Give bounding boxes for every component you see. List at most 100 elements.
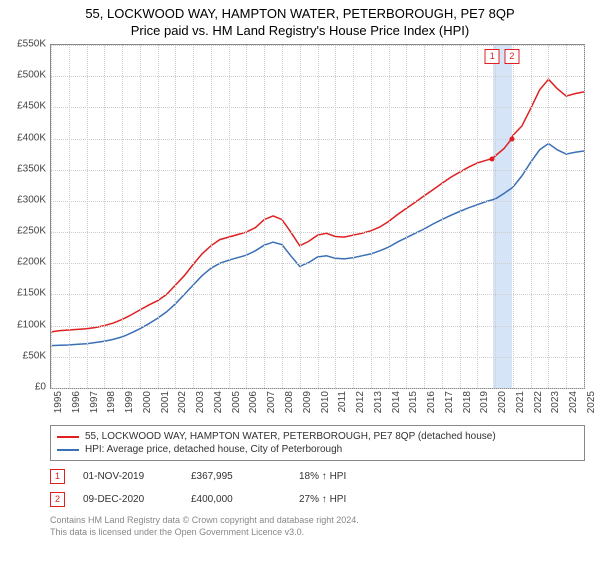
x-tick-label: 2008 — [284, 391, 295, 413]
event-row: 1 01-NOV-2019 £367,995 18% ↑ HPI — [50, 465, 585, 488]
x-tick-label: 2017 — [444, 391, 455, 413]
x-tick-label: 2006 — [248, 391, 259, 413]
x-tick-label: 2002 — [177, 391, 188, 413]
legend-swatch — [57, 449, 79, 451]
event-row: 2 09-DEC-2020 £400,000 27% ↑ HPI — [50, 488, 585, 511]
x-tick-label: 2009 — [302, 391, 313, 413]
event-number-badge: 2 — [50, 492, 65, 507]
x-tick-label: 1997 — [89, 391, 100, 413]
x-tick-label: 2024 — [568, 391, 579, 413]
x-tick-label: 2013 — [373, 391, 384, 413]
y-tick-label: £300K — [17, 194, 46, 205]
sale-events: 1 01-NOV-2019 £367,995 18% ↑ HPI 2 09-DEC-202… — [50, 465, 585, 511]
gridline-vertical — [424, 45, 425, 388]
gridline-vertical — [318, 45, 319, 388]
y-tick-label: £450K — [17, 101, 46, 112]
legend: 55, LOCKWOOD WAY, HAMPTON WATER, PETERBO… — [50, 425, 585, 461]
gridline-vertical — [175, 45, 176, 388]
y-tick-label: £150K — [17, 288, 46, 299]
x-tick-label: 2020 — [497, 391, 508, 413]
legend-item: 55, LOCKWOOD WAY, HAMPTON WATER, PETERBO… — [57, 430, 578, 443]
y-tick-label: £250K — [17, 226, 46, 237]
footer-line-2: This data is licensed under the Open Gov… — [50, 527, 585, 539]
gridline-vertical — [335, 45, 336, 388]
event-date: 09-DEC-2020 — [83, 494, 173, 505]
y-tick-label: £500K — [17, 70, 46, 81]
x-tick-label: 2010 — [320, 391, 331, 413]
footer-attribution: Contains HM Land Registry data © Crown c… — [50, 515, 585, 538]
gridline-vertical — [495, 45, 496, 388]
gridline-vertical — [51, 45, 52, 388]
y-tick-label: £200K — [17, 257, 46, 268]
x-tick-label: 2005 — [231, 391, 242, 413]
gridline-vertical — [282, 45, 283, 388]
event-delta: 18% ↑ HPI — [299, 471, 389, 482]
gridline-vertical — [548, 45, 549, 388]
x-tick-label: 2011 — [337, 391, 348, 413]
x-tick-label: 2016 — [426, 391, 437, 413]
chart-plot-area: 12 — [50, 44, 585, 389]
title-main: 55, LOCKWOOD WAY, HAMPTON WATER, PETERBO… — [0, 6, 600, 21]
x-tick-label: 2021 — [515, 391, 526, 413]
gridline-vertical — [246, 45, 247, 388]
x-tick-label: 1995 — [53, 391, 64, 413]
y-tick-label: £550K — [17, 39, 46, 50]
y-tick-label: £350K — [17, 163, 46, 174]
gridline-vertical — [531, 45, 532, 388]
gridline-vertical — [104, 45, 105, 388]
footer-line-1: Contains HM Land Registry data © Crown c… — [50, 515, 585, 527]
event-delta: 27% ↑ HPI — [299, 494, 389, 505]
gridline-vertical — [389, 45, 390, 388]
x-tick-label: 1996 — [71, 391, 82, 413]
x-tick-label: 2001 — [160, 391, 171, 413]
sale-marker — [490, 156, 495, 161]
gridline-vertical — [158, 45, 159, 388]
sale-callout: 2 — [504, 49, 519, 64]
gridline-vertical — [371, 45, 372, 388]
x-tick-label: 1998 — [106, 391, 117, 413]
gridline-vertical — [193, 45, 194, 388]
gridline-vertical — [477, 45, 478, 388]
event-price: £400,000 — [191, 494, 281, 505]
x-tick-label: 2000 — [142, 391, 153, 413]
y-axis-labels: £0£50K£100K£150K£200K£250K£300K£350K£400… — [0, 44, 48, 389]
gridline-vertical — [264, 45, 265, 388]
gridline-vertical — [406, 45, 407, 388]
x-tick-label: 2019 — [479, 391, 490, 413]
x-tick-label: 1999 — [124, 391, 135, 413]
x-tick-label: 2025 — [586, 391, 597, 413]
event-date: 01-NOV-2019 — [83, 471, 173, 482]
gridline-vertical — [69, 45, 70, 388]
gridline-vertical — [353, 45, 354, 388]
y-tick-label: £100K — [17, 319, 46, 330]
sale-callout: 1 — [485, 49, 500, 64]
event-price: £367,995 — [191, 471, 281, 482]
title-sub: Price paid vs. HM Land Registry's House … — [0, 23, 600, 38]
y-tick-label: £50K — [23, 350, 46, 361]
x-tick-label: 2018 — [462, 391, 473, 413]
gridline-vertical — [460, 45, 461, 388]
x-tick-label: 2012 — [355, 391, 366, 413]
event-number-badge: 1 — [50, 469, 65, 484]
gridline-vertical — [566, 45, 567, 388]
chart-container: 55, LOCKWOOD WAY, HAMPTON WATER, PETERBO… — [0, 6, 600, 566]
legend-item: HPI: Average price, detached house, City… — [57, 443, 578, 456]
gridline-vertical — [140, 45, 141, 388]
legend-label: 55, LOCKWOOD WAY, HAMPTON WATER, PETERBO… — [85, 431, 496, 442]
gridline-vertical — [513, 45, 514, 388]
x-tick-label: 2003 — [195, 391, 206, 413]
y-tick-label: £400K — [17, 132, 46, 143]
x-tick-label: 2004 — [213, 391, 224, 413]
gridline-vertical — [442, 45, 443, 388]
gridline-vertical — [229, 45, 230, 388]
x-axis-labels: 1995 1996 1997 1998 1999 2000 2001 2002 2003 2004… — [50, 389, 585, 421]
gridline-vertical — [584, 45, 585, 388]
gridline-vertical — [122, 45, 123, 388]
gridline-vertical — [87, 45, 88, 388]
gridline-vertical — [211, 45, 212, 388]
sale-marker — [509, 136, 514, 141]
gridline-vertical — [300, 45, 301, 388]
x-tick-label: 2015 — [408, 391, 419, 413]
x-tick-label: 2007 — [266, 391, 277, 413]
x-tick-label: 2023 — [550, 391, 561, 413]
